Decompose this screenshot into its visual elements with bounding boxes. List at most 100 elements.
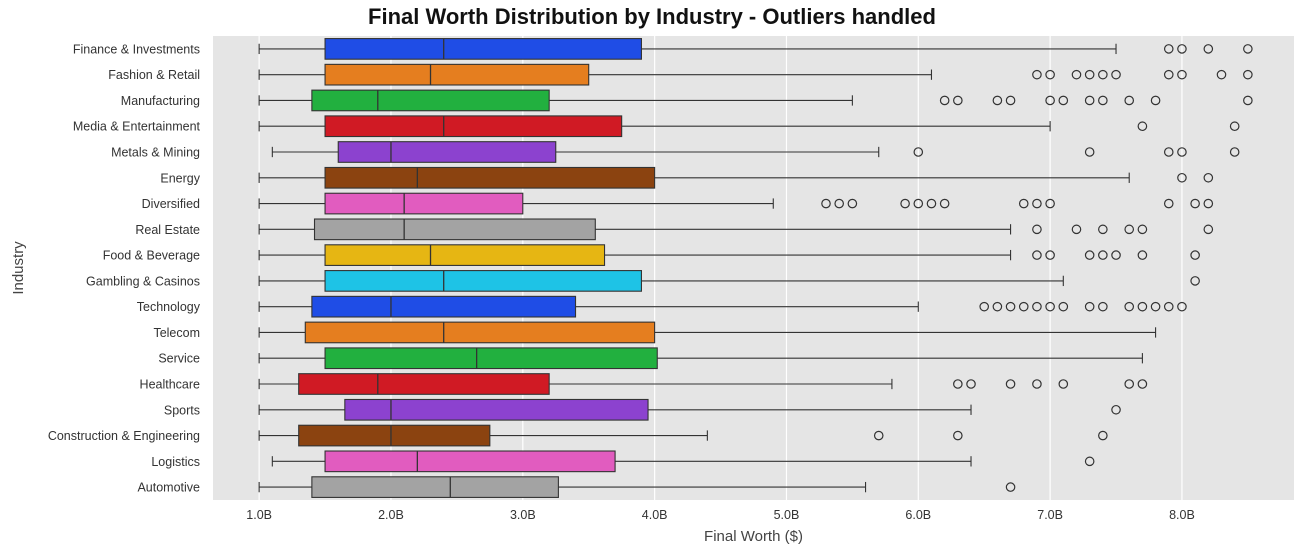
iqr-box [304, 321, 656, 344]
outlier-point [821, 198, 831, 209]
outlier-point [1203, 198, 1214, 209]
outlier-point [939, 198, 950, 209]
y-tick-label: Service [158, 352, 200, 366]
iqr-box [311, 476, 559, 498]
y-tick-label: Metals & Mining [111, 146, 200, 160]
box-sports [258, 398, 1121, 421]
outlier-point [1111, 404, 1121, 415]
iqr-box [324, 166, 656, 189]
outlier-point [1163, 147, 1174, 157]
outlier-point [1203, 44, 1214, 54]
iqr-box [337, 141, 557, 163]
box-construction-engineering [258, 424, 1108, 447]
y-tick-label: Energy [160, 171, 200, 185]
y-tick-label: Logistics [151, 455, 200, 469]
outlier-point [1243, 95, 1253, 106]
box-technology [258, 295, 1187, 318]
outlier-point [1124, 224, 1135, 235]
iqr-box [324, 270, 642, 292]
outlier-point [979, 301, 990, 312]
box-gambling-casinos [258, 270, 1200, 292]
outlier-point [926, 198, 937, 209]
outlier-point [1032, 224, 1042, 235]
box-automotive [258, 476, 1016, 498]
outlier-point [1203, 172, 1214, 183]
y-tick-label: Finance & Investments [73, 42, 200, 56]
outlier-point [1098, 69, 1108, 80]
y-axis-ticks: Finance & Investments Fashion & Retail Man… [48, 42, 201, 494]
box-series [258, 38, 1253, 498]
outlier-point [992, 95, 1003, 106]
outlier-point [1084, 69, 1095, 80]
iqr-box [311, 89, 550, 112]
outlier-point [1098, 250, 1108, 260]
box-food-beverage [258, 244, 1200, 266]
outlier-point [1216, 69, 1227, 80]
y-tick-label: Telecom [153, 326, 200, 340]
outlier-point [1190, 198, 1200, 209]
outlier-point [834, 198, 844, 209]
y-tick-label: Sports [164, 403, 200, 417]
outlier-point [1045, 301, 1055, 312]
outlier-point [1243, 69, 1253, 80]
outlier-point [1032, 379, 1042, 389]
y-tick-label: Manufacturing [121, 94, 200, 108]
outlier-point [1190, 250, 1200, 260]
x-tick-label: 1.0B [246, 508, 272, 522]
iqr-box [298, 424, 491, 447]
outlier-point [873, 430, 884, 441]
outlier-point [1084, 95, 1095, 106]
box-fashion-retail [258, 63, 1253, 86]
outlier-point [1229, 147, 1240, 157]
outlier-point [953, 430, 963, 441]
iqr-box [324, 63, 590, 86]
outlier-point [1005, 379, 1016, 389]
outlier-point [1163, 44, 1174, 54]
outlier-point [1045, 69, 1055, 80]
outlier-point [1150, 301, 1161, 312]
outlier-point [1032, 250, 1042, 260]
y-tick-label: Automotive [137, 481, 200, 495]
outlier-point [1229, 121, 1240, 132]
outlier-point [1150, 95, 1161, 106]
outlier-point [1177, 44, 1187, 54]
x-tick-label: 4.0B [642, 508, 668, 522]
plot-background [213, 36, 1294, 500]
outlier-point [1032, 198, 1042, 209]
outlier-point [1124, 301, 1135, 312]
box-healthcare [258, 373, 1148, 395]
x-tick-label: 5.0B [774, 508, 800, 522]
x-axis-label: Final Worth ($) [704, 528, 803, 545]
outlier-point [1203, 224, 1214, 235]
outlier-point [1137, 250, 1148, 260]
box-energy [258, 166, 1214, 189]
outlier-point [1084, 250, 1095, 260]
outlier-point [1032, 301, 1042, 312]
outlier-point [1005, 482, 1016, 492]
outlier-point [966, 379, 976, 389]
y-tick-label: Healthcare [140, 378, 200, 392]
outlier-point [1137, 224, 1148, 235]
iqr-box [324, 244, 606, 266]
outlier-point [1137, 301, 1148, 312]
iqr-box [324, 192, 524, 215]
outlier-point [1177, 147, 1187, 157]
y-tick-label: Technology [137, 300, 201, 314]
outlier-point [1084, 456, 1095, 467]
box-finance-investments [258, 38, 1253, 60]
y-tick-label: Real Estate [135, 223, 200, 237]
iqr-box [313, 218, 596, 241]
outlier-point [1137, 379, 1148, 389]
outlier-point [1111, 69, 1121, 80]
x-tick-label: 2.0B [378, 508, 404, 522]
outlier-point [1177, 301, 1187, 312]
y-axis-label: Industry [10, 241, 27, 295]
box-telecom [258, 321, 1157, 344]
x-axis-ticks: 1.0B 2.0B 3.0B 4.0B 5.0B 6.0B 7.0B 8.0B [246, 508, 1195, 522]
box-real-estate [258, 218, 1214, 241]
y-tick-label: Construction & Engineering [48, 429, 200, 443]
chart-title: Final Worth Distribution by Industry - O… [368, 4, 936, 29]
box-metals-mining [271, 141, 1240, 163]
outlier-point [900, 198, 910, 209]
box-diversified [258, 192, 1214, 215]
